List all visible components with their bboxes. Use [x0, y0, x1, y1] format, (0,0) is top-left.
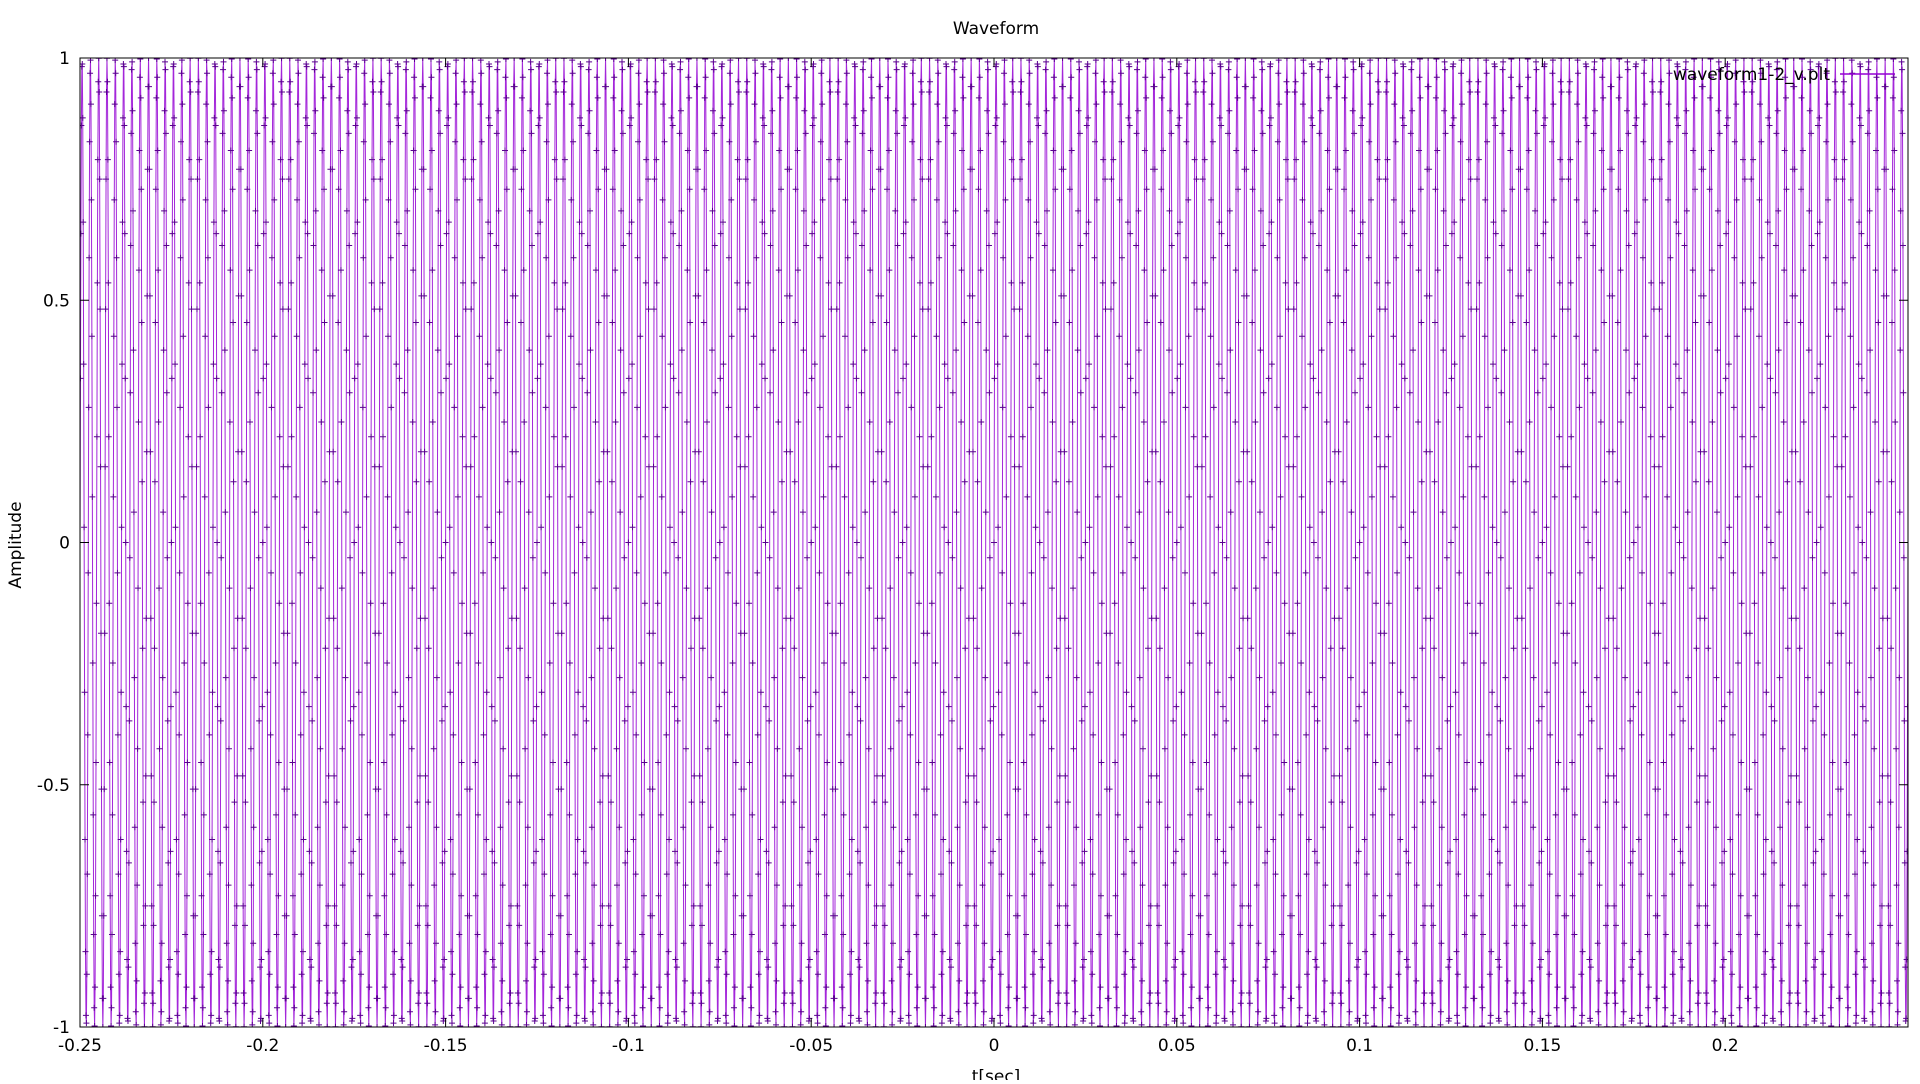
- y-tick-label: 1: [59, 49, 70, 69]
- legend: waveform1-2_v.plt: [1673, 65, 1895, 85]
- x-tick-label: -0.2: [246, 1036, 279, 1056]
- x-axis-label: t[sec]: [972, 1067, 1021, 1080]
- y-tick-label: -1: [53, 1018, 70, 1038]
- x-tick-label: -0.25: [58, 1036, 102, 1056]
- x-tick-label: -0.1: [612, 1036, 645, 1056]
- x-tick-label: -0.05: [789, 1036, 833, 1056]
- y-axis-label: Amplitude: [6, 501, 26, 588]
- x-axis-ticks: -0.25 -0.2 -0.15 -0.1 -0.05 0 0.05 0.1 0.15 0.2: [58, 58, 1739, 1056]
- series-layer: [80, 58, 1908, 1027]
- x-tick-label: 0.2: [1712, 1036, 1739, 1056]
- y-tick-label: -0.5: [37, 776, 70, 796]
- y-tick-label: 0.5: [43, 291, 70, 311]
- legend-entry-label: waveform1-2_v.plt: [1673, 65, 1830, 85]
- y-axis-ticks: -1 -0.5 0 0.5 1: [37, 49, 1908, 1038]
- chart-title: Waveform: [953, 19, 1039, 39]
- x-tick-label: -0.15: [424, 1036, 468, 1056]
- series-markers: [80, 58, 1908, 1027]
- x-tick-label: 0.15: [1523, 1036, 1561, 1056]
- y-tick-label: 0: [59, 534, 70, 554]
- x-tick-label: 0.1: [1346, 1036, 1373, 1056]
- x-tick-label: 0: [989, 1036, 1000, 1056]
- x-tick-label: 0.05: [1158, 1036, 1196, 1056]
